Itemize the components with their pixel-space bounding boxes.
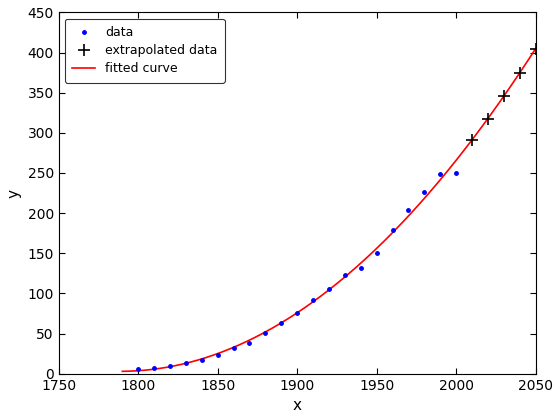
fitted curve (318, 294, 324, 299)
extrapolated data (501, 94, 507, 99)
X-axis label: x: x (293, 398, 302, 413)
data (405, 208, 412, 213)
data (135, 367, 142, 372)
fitted curve (343, 273, 349, 278)
fitted curve (532, 46, 539, 51)
extrapolated data (532, 46, 539, 51)
fitted curve (522, 61, 529, 66)
data (325, 286, 332, 291)
data (374, 250, 380, 255)
fitted curve (315, 295, 322, 300)
data (437, 171, 444, 176)
data (246, 340, 253, 345)
Legend: data, extrapolated data, fitted curve: data, extrapolated data, fitted curve (65, 19, 225, 83)
data (278, 320, 284, 326)
data (294, 310, 301, 315)
data (421, 189, 428, 194)
extrapolated data (469, 137, 475, 142)
Line: fitted curve: fitted curve (122, 49, 535, 371)
extrapolated data (516, 71, 523, 76)
Line: extrapolated data: extrapolated data (466, 42, 542, 146)
data (452, 171, 459, 176)
data (310, 297, 316, 302)
fitted curve (458, 152, 464, 157)
Y-axis label: y: y (7, 189, 22, 197)
data (389, 227, 396, 232)
extrapolated data (484, 116, 491, 121)
data (214, 352, 221, 357)
Line: data: data (135, 170, 460, 373)
data (262, 331, 269, 336)
data (230, 346, 237, 351)
fitted curve (365, 254, 372, 259)
data (342, 273, 348, 278)
data (198, 357, 205, 362)
fitted curve (119, 369, 125, 374)
data (151, 365, 157, 370)
data (357, 265, 364, 270)
data (167, 363, 174, 368)
data (183, 361, 189, 366)
